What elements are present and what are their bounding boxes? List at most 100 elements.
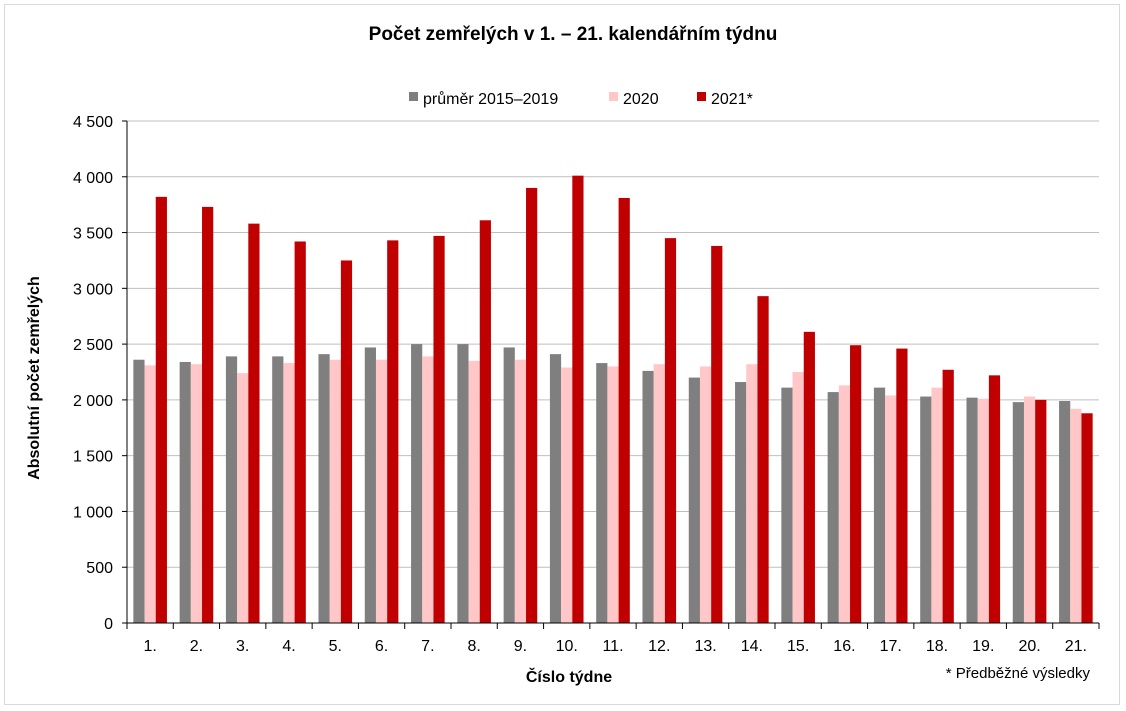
x-tick-label: 1. [143, 638, 156, 655]
legend-label: 2021* [711, 91, 753, 108]
x-axis-title: Číslo týdne [526, 667, 612, 686]
bar [664, 238, 677, 623]
x-tick-label: 8. [467, 638, 480, 655]
bar [920, 396, 932, 623]
x-tick-label: 4. [282, 638, 295, 655]
bar [873, 387, 886, 623]
bar [237, 373, 249, 623]
bar [225, 356, 238, 623]
bar [329, 359, 341, 623]
legend-swatch [409, 92, 418, 101]
x-tick-label: 21. [1065, 638, 1087, 655]
x-tick-label: 12. [648, 638, 670, 655]
x-tick-label: 19. [972, 638, 994, 655]
x-tick-label: 7. [421, 638, 434, 655]
legend-swatch [609, 92, 618, 101]
bar [1059, 401, 1071, 623]
y-tick-label: 2 500 [73, 337, 113, 354]
footnote: * Předběžné výsledky [946, 665, 1091, 682]
x-tick-label: 3. [236, 638, 249, 655]
y-tick-label: 1 500 [73, 449, 113, 466]
bar [1081, 413, 1093, 623]
bar [340, 260, 353, 623]
y-tick-label: 2 000 [73, 393, 113, 410]
x-tick-label: 18. [926, 638, 948, 655]
bar [479, 220, 491, 624]
bar [850, 345, 862, 623]
bar [526, 187, 538, 623]
x-tick-label: 20. [1018, 638, 1040, 655]
bar [699, 366, 712, 623]
y-tick-labels: 0 500 1 000 1 500 2 000 2 500 3 000 3 500 4 000 4… [73, 114, 113, 633]
bar [803, 331, 815, 623]
legend-label: průměr 2015–2019 [423, 90, 558, 108]
x-tick-labels: 1. 2. 3. 4. 5. 6. 7. 8. 9. 10. 11. 12. 13. 14. 15. 16. 1… [143, 638, 1087, 655]
bar [942, 369, 954, 623]
x-tick-label: 15. [787, 638, 809, 655]
bar [272, 356, 284, 623]
bar [202, 206, 214, 624]
bar [411, 344, 423, 623]
legend-swatch [697, 92, 706, 101]
bar [838, 385, 851, 623]
bar [977, 398, 989, 623]
bar [642, 370, 654, 623]
bar [549, 354, 562, 623]
bar [179, 361, 191, 623]
bar [468, 360, 480, 623]
bar [746, 364, 758, 623]
bar [596, 363, 608, 623]
bar [792, 372, 804, 623]
bar [653, 364, 665, 623]
bar [248, 223, 260, 623]
bar [294, 241, 306, 624]
bar [144, 365, 156, 623]
x-tick-label: 14. [741, 638, 763, 655]
bar [896, 348, 908, 623]
x-tick-label: 13. [694, 638, 716, 655]
bar [387, 240, 399, 623]
x-tick-label: 6. [375, 638, 388, 655]
legend: průměr 2015–2019 2020 2021* [409, 90, 753, 108]
x-tick-label: 9. [514, 638, 527, 655]
bar [190, 364, 203, 623]
y-tick-label: 500 [86, 560, 113, 577]
y-tick-label: 1 000 [73, 504, 113, 521]
bar [781, 387, 793, 623]
bar [514, 359, 527, 623]
bar [133, 359, 145, 623]
x-tick-label: 16. [833, 638, 855, 655]
bar [1035, 399, 1047, 623]
bar [572, 175, 584, 623]
bar [561, 367, 573, 623]
y-tick-label: 4 000 [73, 170, 113, 187]
bar [364, 347, 376, 623]
legend-label: 2020 [623, 91, 659, 108]
bar [283, 363, 295, 623]
x-tick-label: 11. [602, 638, 623, 655]
y-tick-label: 0 [104, 616, 113, 633]
bar [457, 344, 469, 623]
x-tick-label: 5. [329, 638, 342, 655]
bar [503, 347, 515, 623]
bar [155, 196, 167, 623]
chart-title: Počet zemřelých v 1. – 21. kalendářním t… [369, 24, 778, 45]
bar [433, 235, 445, 623]
bar [711, 245, 723, 624]
x-tick-label: 2. [190, 638, 203, 655]
bar [931, 387, 943, 623]
bars [133, 175, 1093, 624]
bar [757, 296, 769, 623]
y-axis-title: Absolutní počet zemřelých [26, 276, 43, 480]
x-tick-label: 17. [880, 638, 902, 655]
y-tick-label: 3 000 [73, 281, 113, 298]
bar [688, 377, 700, 623]
bar [1070, 408, 1082, 623]
bar [422, 356, 434, 623]
y-tick-label: 4 500 [73, 114, 113, 131]
bar [618, 197, 630, 623]
bar [318, 354, 330, 623]
bar [885, 395, 897, 623]
bar [607, 366, 619, 623]
